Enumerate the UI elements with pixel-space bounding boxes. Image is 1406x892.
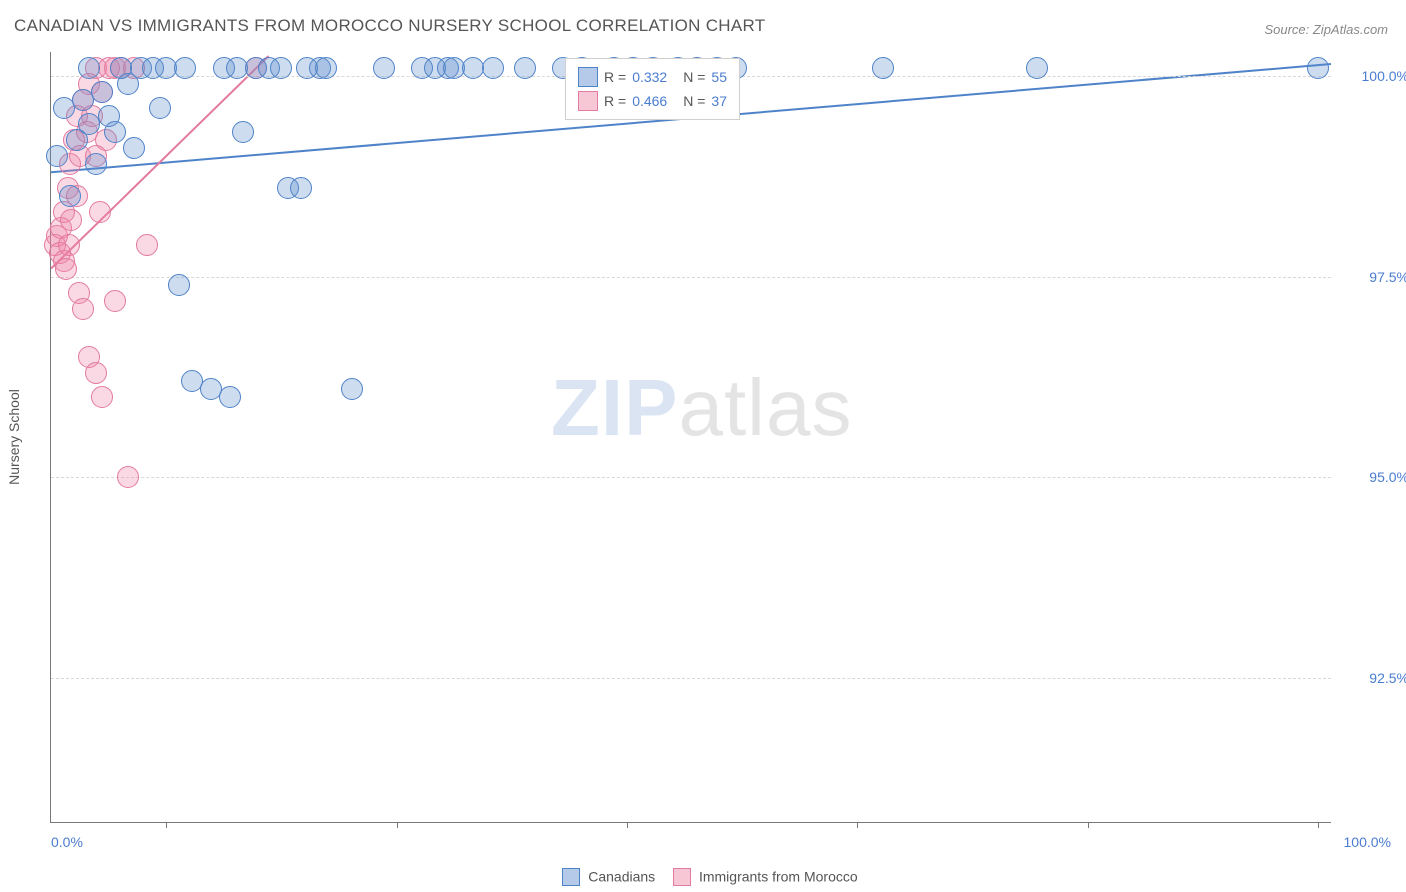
n-value: 37 [711,93,727,109]
data-point [85,362,107,384]
legend-swatch [578,67,598,87]
legend-swatch [578,91,598,111]
data-point [149,97,171,119]
data-point [55,258,77,280]
r-label: R = [604,93,626,109]
stats-legend-row: R = 0.332 N = 55 [578,65,727,89]
data-point [482,57,504,79]
x-start-label: 0.0% [51,834,83,850]
source-attribution: Source: ZipAtlas.com [1264,22,1388,37]
legend-label-0: Canadians [588,869,655,885]
data-point [270,57,292,79]
data-point [89,201,111,223]
bottom-legend: Canadians Immigrants from Morocco [0,868,1406,888]
data-point [117,466,139,488]
stats-legend: R = 0.332 N = 55 R = 0.466 N = 37 [565,58,740,120]
r-value: 0.466 [632,93,667,109]
gridline [51,277,1331,278]
x-tick [166,822,167,828]
x-end-label: 100.0% [1344,834,1391,850]
legend-label-1: Immigrants from Morocco [699,869,858,885]
x-tick [1318,822,1319,828]
data-point [232,121,254,143]
stats-legend-row: R = 0.466 N = 37 [578,89,727,113]
data-point [219,386,241,408]
r-label: R = [604,69,626,85]
data-point [373,57,395,79]
x-tick [627,822,628,828]
chart-title: CANADIAN VS IMMIGRANTS FROM MOROCCO NURS… [14,16,765,36]
data-point [58,234,80,256]
x-tick [857,822,858,828]
n-label: N = [683,69,705,85]
r-value: 0.332 [632,69,667,85]
data-point [91,81,113,103]
data-point [72,298,94,320]
n-label: N = [683,93,705,109]
data-point [315,57,337,79]
data-point [104,290,126,312]
y-tick-label: 97.5% [1339,269,1406,285]
data-point [1026,57,1048,79]
y-tick-label: 95.0% [1339,469,1406,485]
data-point [168,274,190,296]
x-tick [397,822,398,828]
data-point [60,209,82,231]
trend-svg [51,52,1331,822]
gridline [51,477,1331,478]
x-tick [1088,822,1089,828]
data-point [174,57,196,79]
legend-swatch-1 [673,868,691,886]
gridline [51,678,1331,679]
data-point [104,121,126,143]
y-tick-label: 100.0% [1339,68,1406,84]
data-point [514,57,536,79]
data-point [78,57,100,79]
y-tick-label: 92.5% [1339,670,1406,686]
data-point [59,185,81,207]
data-point [872,57,894,79]
plot-area: ZIPatlas 92.5%95.0%97.5%100.0%0.0%100.0% [50,52,1331,823]
data-point [91,386,113,408]
data-point [290,177,312,199]
y-axis-title: Nursery School [6,52,22,822]
n-value: 55 [711,69,727,85]
legend-swatch-0 [562,868,580,886]
data-point [341,378,363,400]
data-point [136,234,158,256]
data-point [85,153,107,175]
data-point [46,145,68,167]
data-point [1307,57,1329,79]
data-point [123,137,145,159]
